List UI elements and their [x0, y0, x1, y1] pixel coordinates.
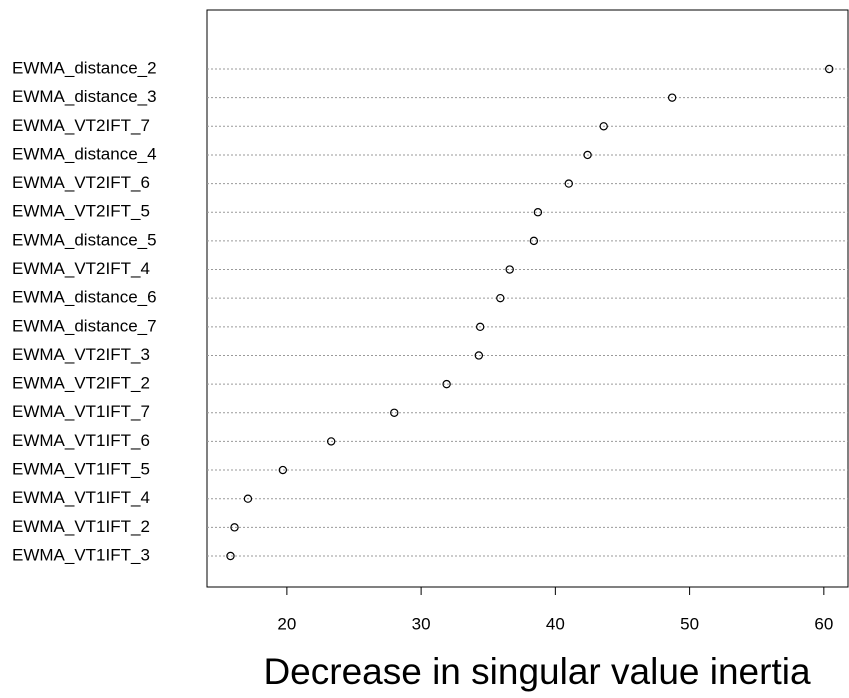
dot [390, 408, 399, 417]
dot [583, 150, 592, 160]
category-label: EWMA_VT1IFT_2 [12, 517, 150, 536]
category-label: EWMA_distance_3 [12, 87, 157, 106]
category-label: EWMA_VT1IFT_3 [12, 545, 150, 564]
category-label: EWMA_distance_5 [12, 230, 157, 249]
dot [667, 93, 677, 102]
category-label: EWMA_distance_4 [12, 144, 157, 163]
category-label: EWMA_distance_6 [12, 288, 157, 307]
dot [599, 122, 608, 131]
category-label: EWMA_VT1IFT_6 [12, 431, 150, 450]
dot [475, 322, 485, 332]
dot [326, 437, 336, 446]
x-tick-label: 20 [277, 614, 296, 633]
dot [564, 179, 573, 188]
dot [230, 523, 239, 532]
category-label: EWMA_VT2IFT_4 [12, 259, 150, 278]
dot [825, 64, 834, 74]
category-label: EWMA_VT2IFT_2 [12, 374, 150, 393]
category-label: EWMA_distance_7 [12, 316, 157, 335]
x-tick-label: 60 [814, 614, 833, 633]
dot [474, 351, 484, 360]
x-axis-label: Decrease in singular value inertia [263, 651, 810, 692]
dot [243, 494, 253, 503]
category-label: EWMA_VT2IFT_3 [12, 345, 150, 364]
x-tick-label: 30 [412, 614, 431, 633]
dot [496, 293, 505, 303]
category-label: EWMA_VT1IFT_7 [12, 402, 150, 421]
category-label: EWMA_VT2IFT_7 [12, 116, 150, 135]
category-label: EWMA_VT2IFT_6 [12, 173, 150, 192]
dot [505, 265, 514, 274]
dot [442, 379, 451, 389]
category-label: EWMA_VT1IFT_5 [12, 460, 150, 479]
x-tick-label: 40 [546, 614, 565, 633]
category-label: EWMA_distance_2 [12, 58, 157, 77]
dot [533, 208, 543, 217]
dot [278, 465, 288, 475]
x-tick-label: 50 [680, 614, 699, 633]
category-label: EWMA_VT2IFT_5 [12, 202, 150, 221]
category-label: EWMA_VT1IFT_4 [12, 488, 150, 507]
dot [529, 236, 539, 246]
dot [226, 551, 235, 561]
